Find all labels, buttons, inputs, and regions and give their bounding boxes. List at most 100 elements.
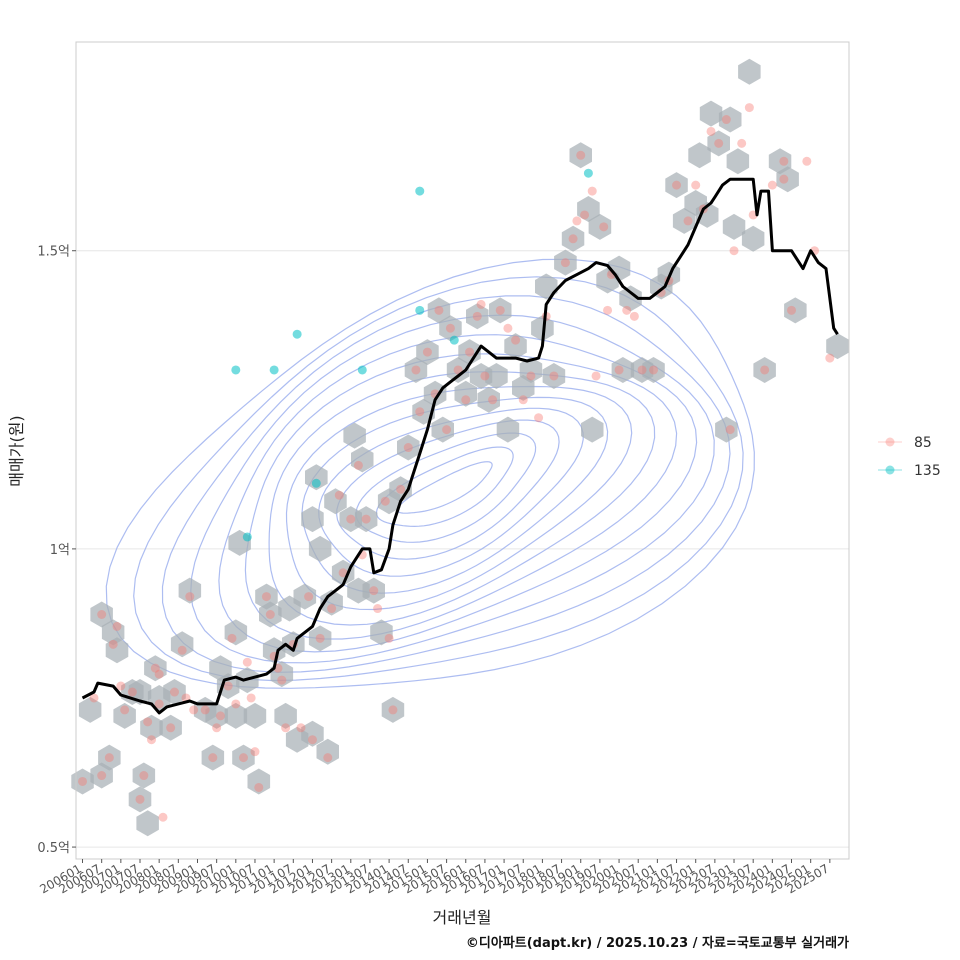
hex-bin [144,655,167,682]
hex-bin [362,577,385,604]
hex-bin [569,142,592,169]
legend-key-dot-135 [885,465,895,475]
density-contours [105,258,755,689]
point-85 [580,210,590,220]
point-85 [139,771,149,781]
plot-panel [71,41,850,860]
legend-label-85: 85 [914,435,932,451]
hex-bin [753,357,776,383]
hex-bin [665,172,688,199]
point-85 [296,723,306,733]
point-85 [744,103,754,113]
hex-bin [423,380,447,407]
point-85 [760,365,770,375]
point-85 [108,639,118,649]
point-85 [189,705,199,715]
legend-label-135: 135 [914,463,941,479]
point-85 [281,723,291,733]
hex-bin [397,434,420,461]
point-85 [158,812,168,822]
point-85 [422,347,432,357]
y-tick-label: 1.5억 [37,245,70,260]
hex-bin [695,201,719,228]
point-85 [380,496,390,506]
hex-bin [688,142,711,169]
hex-bin [105,637,129,664]
point-85 [725,425,735,435]
point-85 [388,705,398,715]
hex-bin [581,416,604,443]
point-85 [143,717,153,727]
hex-bin [98,744,121,771]
point-85 [89,693,99,703]
hex-bin [78,696,102,723]
y-axis-ticks: 0.5억 1억 1.5억 [37,245,76,856]
hex-bin [170,631,194,658]
hex-bin [163,679,186,705]
hex-bin [262,637,286,664]
point-85 [560,258,570,268]
hex-bin [458,339,481,366]
hex-bin [308,625,332,652]
hex-bin [542,363,566,389]
point-85 [396,484,406,494]
point-85 [200,705,210,715]
point-85 [254,782,264,792]
hex-bin [454,380,477,407]
hex-bin [128,786,152,813]
hex-bin [431,416,454,443]
point-85 [503,323,513,333]
point-135 [357,365,367,375]
hex-bin [270,661,294,688]
point-85 [154,699,164,709]
point-85 [127,687,137,697]
point-85 [614,365,624,375]
contour-line [318,407,584,577]
point-85 [361,514,371,524]
point-85 [304,592,314,602]
point-85 [465,347,475,357]
point-85 [591,371,601,381]
point-85 [384,633,394,643]
point-85 [721,115,731,125]
point-85 [353,460,363,470]
hex-bin [113,702,136,729]
point-85 [116,681,126,691]
point-135 [415,305,425,315]
contour-line [397,461,493,514]
point-85 [323,753,333,763]
point-85 [97,771,107,781]
point-135 [292,329,302,339]
point-85 [587,186,597,196]
point-85 [177,645,187,655]
hex-bin [619,285,642,312]
hex-bin [305,464,328,491]
hex-bin [224,619,248,646]
hex-bin [446,357,470,383]
hex-bin [243,702,267,729]
hex-bin [351,446,374,473]
point-85 [104,753,114,763]
hex-bin [301,506,324,533]
point-135 [449,335,459,345]
hex-bin [439,315,462,342]
hex-bin [90,601,113,628]
point-85 [250,747,260,757]
point-85 [403,443,413,453]
hex-bin [466,303,489,330]
point-85 [185,592,195,602]
hex-bin [136,810,159,837]
hex-bin [308,535,332,562]
hex-bin [607,255,631,282]
hex-bin [324,488,347,515]
point-85 [415,407,425,417]
hex-bin [477,386,500,413]
hex-bin [826,333,849,360]
point-85 [261,592,271,602]
plot-panel-border [75,41,850,860]
point-85 [150,663,160,673]
hex-bin [354,506,378,533]
hex-bin [561,225,585,252]
point-85 [802,156,812,166]
